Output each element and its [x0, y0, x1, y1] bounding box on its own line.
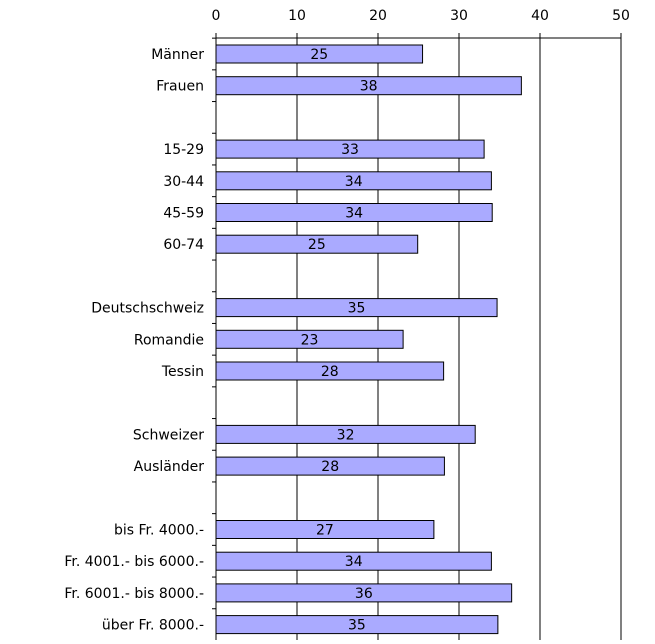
x-tick-label-0: 0 — [212, 8, 221, 24]
tick-layer: 0 10 20 30 40 50 — [212, 8, 630, 610]
category-label: Fr. 4001.- bis 6000.- — [64, 554, 204, 570]
bar-value-label: 25 — [308, 237, 326, 253]
bar-value-label: 35 — [348, 618, 366, 634]
bar-value-label: 23 — [301, 332, 319, 348]
bar-value-label: 27 — [316, 523, 334, 539]
bar — [215, 203, 493, 222]
bar-value-label: 34 — [345, 206, 363, 222]
bar-value-label: 33 — [341, 142, 359, 158]
x-tick-label-10: 10 — [288, 8, 306, 24]
bar — [215, 171, 492, 191]
bar — [215, 298, 498, 318]
category-label: Schweizer — [133, 427, 204, 443]
bar-value-label: 36 — [355, 586, 373, 602]
bar-value-label: 34 — [345, 174, 363, 190]
bar — [215, 329, 404, 349]
bar-value-label: 38 — [360, 79, 378, 95]
bar — [215, 456, 445, 476]
category-label: Frauen — [156, 79, 204, 95]
bar — [215, 234, 419, 254]
bar — [215, 44, 424, 64]
category-label: Deutschschweiz — [91, 301, 204, 317]
category-label: bis Fr. 4000.- — [114, 523, 204, 539]
category-label: Fr. 6001.- bis 8000.- — [64, 586, 204, 602]
bar — [215, 520, 435, 539]
category-label: über Fr. 8000.- — [102, 618, 204, 634]
bar-value-label: 25 — [310, 47, 328, 63]
category-label: 60-74 — [163, 237, 204, 253]
x-tick-label-50: 50 — [612, 8, 630, 24]
bar-value-label: 32 — [337, 427, 355, 443]
category-label: Tessin — [161, 364, 204, 380]
bar — [215, 361, 445, 381]
bar — [215, 76, 522, 96]
bar — [215, 551, 492, 571]
category-label: Männer — [151, 47, 204, 63]
category-label: Ausländer — [134, 459, 205, 475]
bar-value-label: 28 — [321, 459, 339, 475]
label-layer: Männer 25 Frauen 38 15-29 33 30-44 34 45-59 34 60-… — [64, 47, 377, 634]
bar — [215, 583, 513, 603]
category-label: 30-44 — [163, 174, 204, 190]
bar — [215, 139, 485, 159]
category-label: Romandie — [134, 332, 204, 348]
x-tick-label-40: 40 — [531, 8, 549, 24]
x-tick-label-20: 20 — [369, 8, 387, 24]
bar — [215, 424, 476, 444]
bar-value-label: 34 — [345, 554, 363, 570]
bar-layer — [215, 44, 522, 635]
bar — [215, 615, 499, 635]
category-label: 15-29 — [163, 142, 204, 158]
category-label: 45-59 — [163, 206, 204, 222]
bar-value-label: 28 — [321, 364, 339, 380]
x-tick-label-30: 30 — [450, 8, 468, 24]
bar-value-label: 35 — [348, 301, 366, 317]
